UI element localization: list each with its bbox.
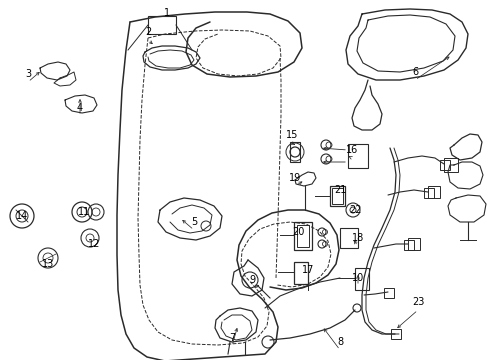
Bar [331,188,342,204]
Bar [354,268,368,290]
Text: 3: 3 [25,69,31,79]
Text: 17: 17 [301,265,314,275]
Text: 11: 11 [78,207,90,217]
Text: 16: 16 [345,145,357,155]
Text: 20: 20 [291,227,304,237]
Text: 9: 9 [248,275,255,285]
Bar [439,160,449,170]
Text: 12: 12 [88,239,100,249]
Bar [293,222,311,250]
Bar [407,238,419,250]
Text: 5: 5 [190,217,197,227]
Bar [339,228,357,248]
Text: 8: 8 [336,337,343,347]
Text: 19: 19 [288,173,301,183]
Text: 13: 13 [42,259,54,269]
Text: 10: 10 [351,273,364,283]
Bar [423,188,433,198]
Bar [347,144,367,168]
Text: 14: 14 [16,211,28,221]
Bar [329,186,345,206]
Text: 23: 23 [411,297,423,307]
Bar [427,186,439,198]
Text: 18: 18 [351,233,364,243]
Text: 6: 6 [411,67,417,77]
Text: 2: 2 [144,27,151,37]
Bar [289,142,299,162]
Text: 22: 22 [349,205,362,215]
Bar [403,240,413,250]
Text: 4: 4 [77,103,83,113]
Bar [148,16,176,34]
Text: 21: 21 [333,185,346,195]
Bar [443,158,457,172]
Text: 15: 15 [285,130,298,140]
Bar [383,288,393,298]
Bar [390,329,400,339]
Bar [293,262,307,284]
Bar [296,225,308,247]
Text: 7: 7 [228,333,235,343]
Text: 1: 1 [163,8,170,18]
